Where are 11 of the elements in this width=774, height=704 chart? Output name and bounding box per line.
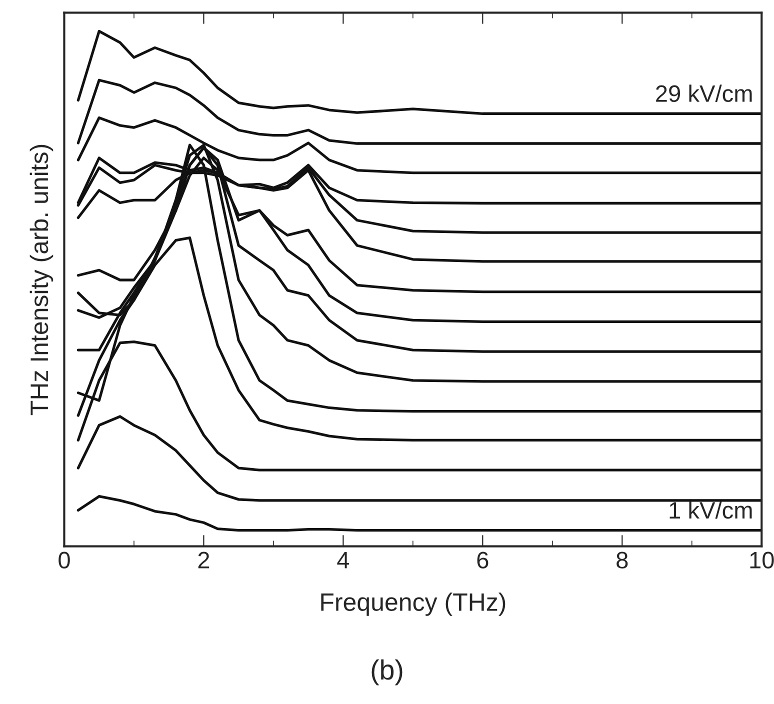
- x-axis-title: Frequency (THz): [321, 592, 506, 616]
- annotation: 1 kV/cm: [670, 501, 752, 519]
- x-tick-label: 8: [616, 552, 628, 569]
- text: (b): [372, 659, 402, 686]
- x-tick-label: 4: [337, 552, 350, 568]
- annotation: 29 kV/cm: [656, 84, 752, 102]
- x-tick-label: 6: [477, 552, 488, 569]
- x-tick-label: 0: [58, 552, 70, 569]
- y-axis-title: THz Intensity (arb. units): [30, 144, 54, 416]
- x-tick-label: 10: [750, 552, 774, 569]
- x-tick-label: 2: [198, 552, 210, 568]
